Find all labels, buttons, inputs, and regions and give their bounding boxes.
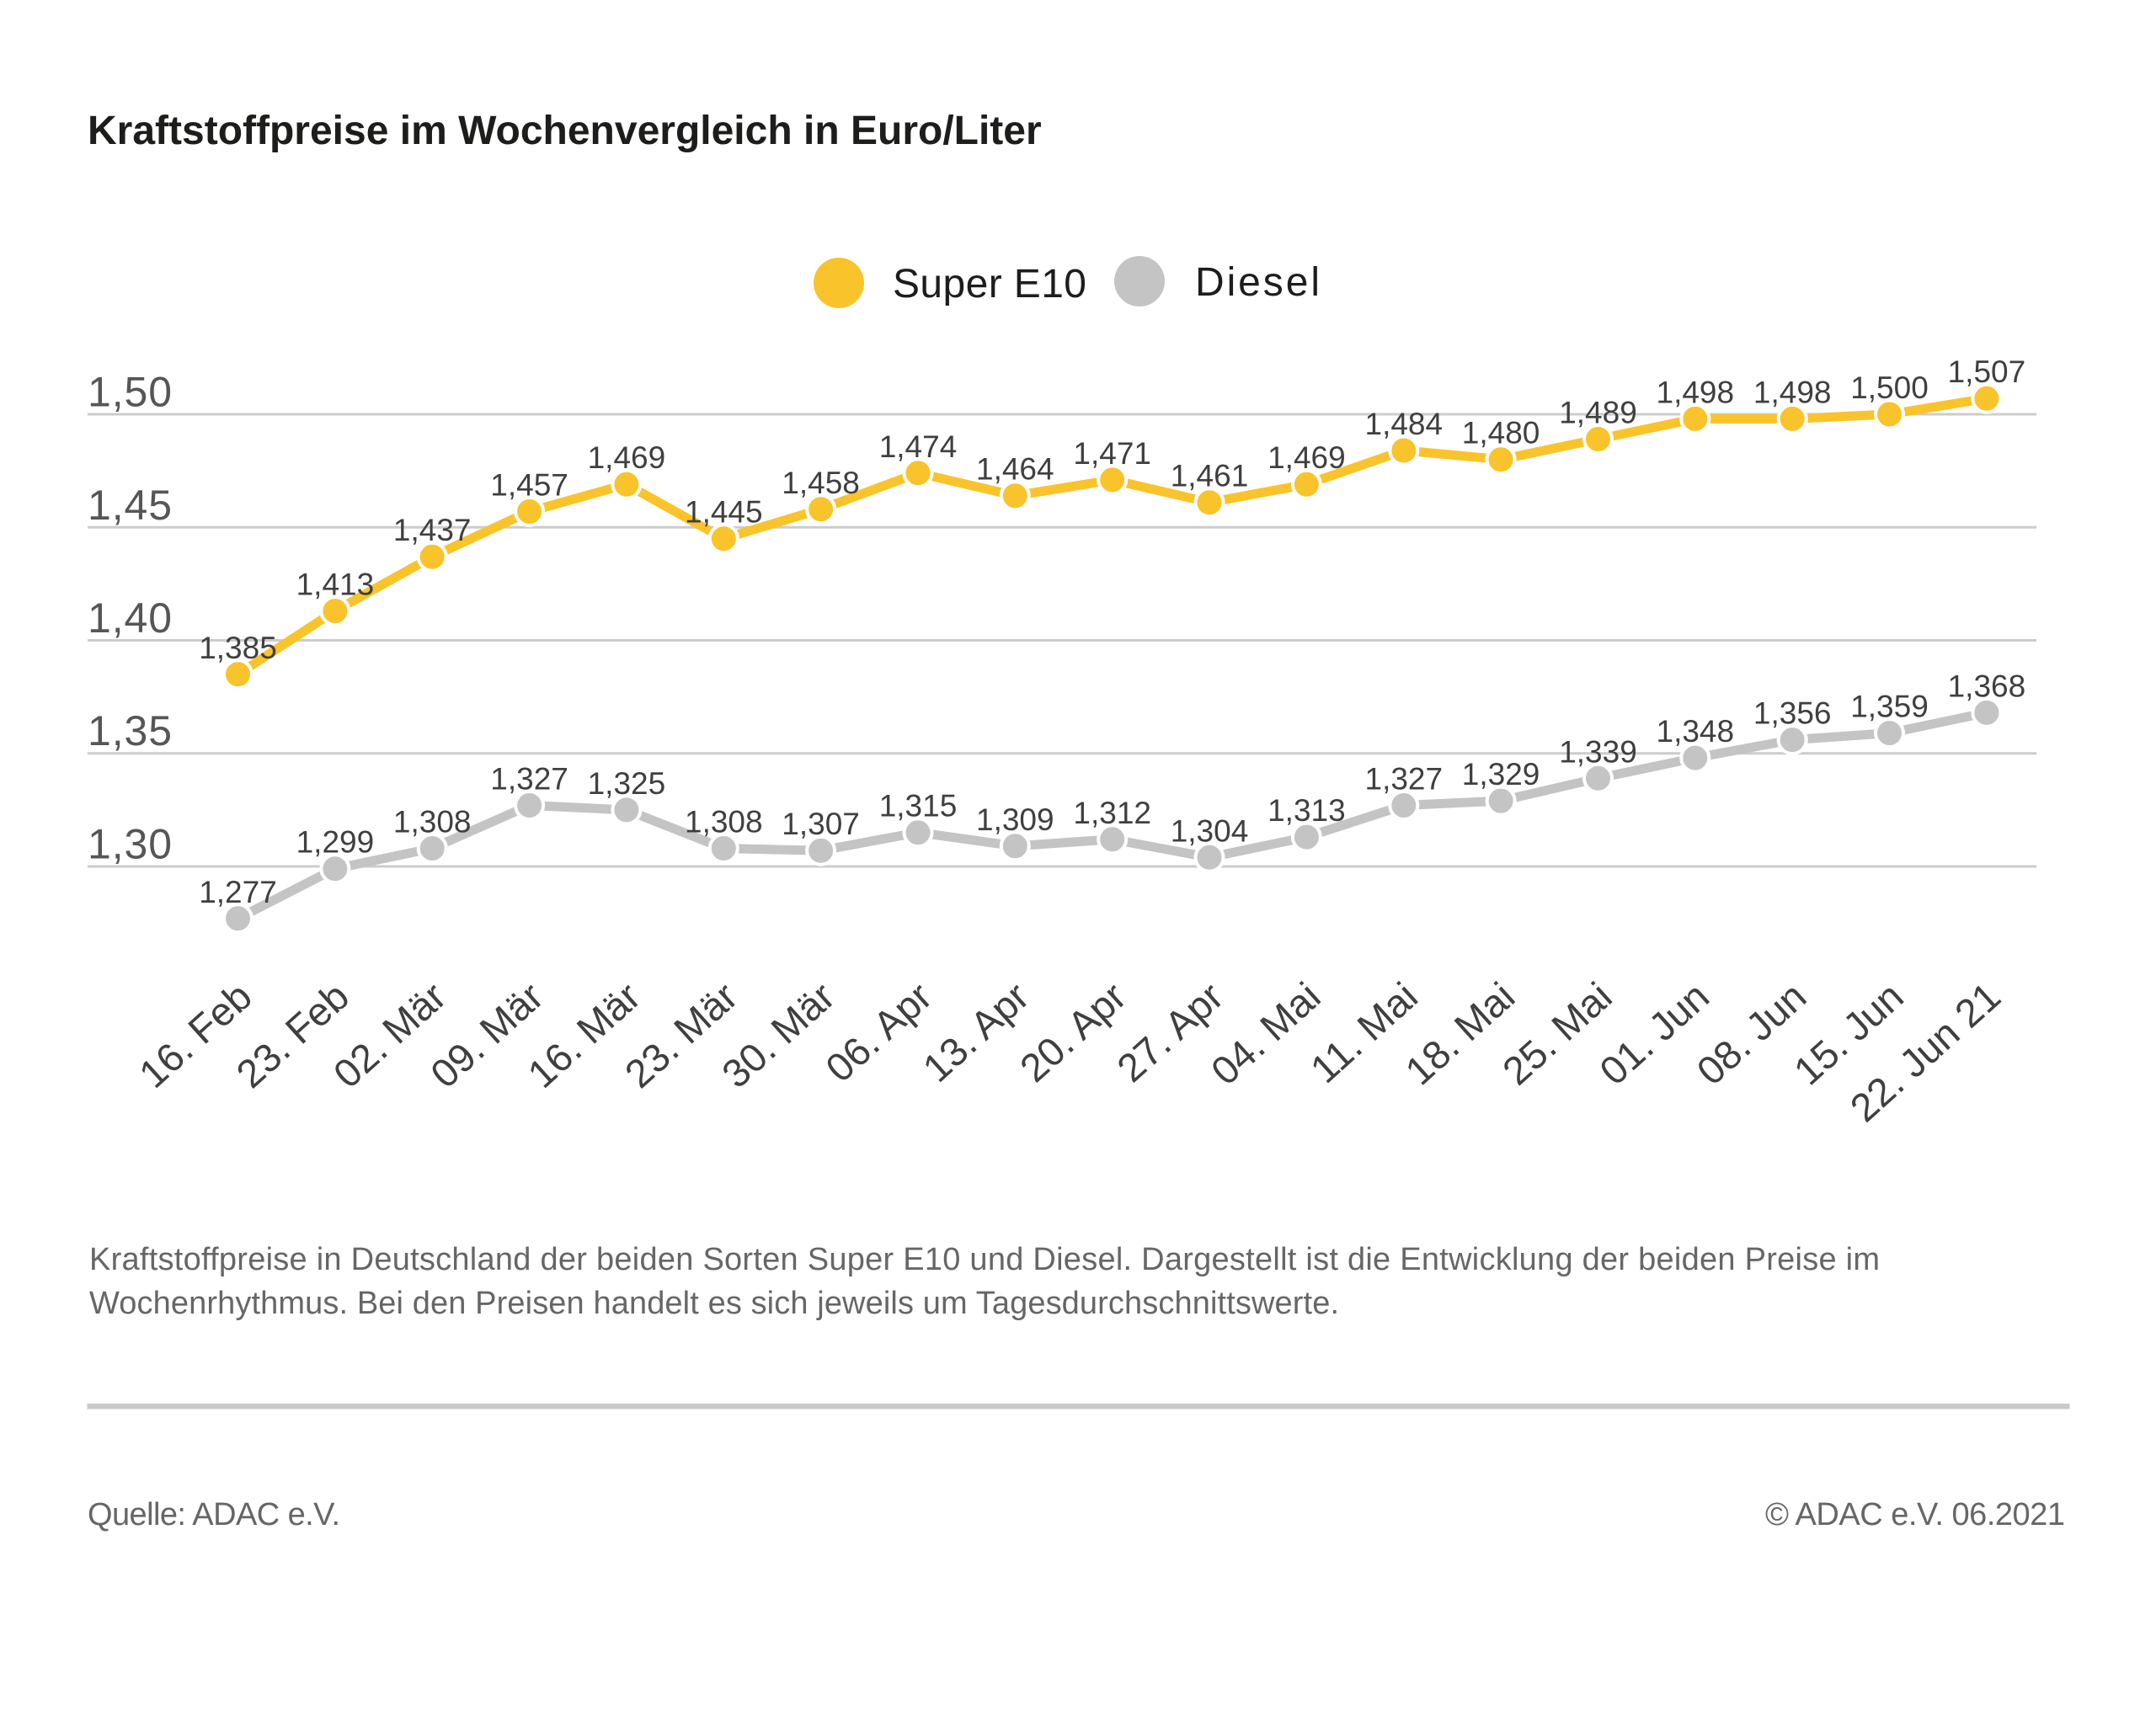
- svg-text:1,469: 1,469: [588, 440, 666, 475]
- svg-text:1,45: 1,45: [88, 482, 172, 529]
- svg-text:1,313: 1,313: [1267, 793, 1346, 828]
- svg-text:1,498: 1,498: [1657, 375, 1735, 409]
- svg-text:08. Jun: 08. Jun: [1688, 973, 1814, 1094]
- svg-text:1,469: 1,469: [1267, 440, 1346, 475]
- svg-text:1,40: 1,40: [88, 594, 172, 642]
- svg-text:1,500: 1,500: [1850, 370, 1929, 405]
- svg-text:1,329: 1,329: [1462, 757, 1540, 791]
- svg-text:1,348: 1,348: [1657, 714, 1735, 749]
- svg-text:1,308: 1,308: [393, 805, 472, 839]
- svg-text:11. Mai: 11. Mai: [1302, 973, 1426, 1091]
- svg-text:25. Mai: 25. Mai: [1494, 973, 1620, 1094]
- svg-text:1,307: 1,307: [782, 807, 860, 841]
- svg-text:Kraftstoffpreise im Wochenverg: Kraftstoffpreise im Wochenvergleich in E…: [88, 109, 1042, 153]
- svg-text:1,484: 1,484: [1365, 407, 1444, 441]
- svg-text:Super E10: Super E10: [893, 262, 1086, 306]
- svg-text:1,368: 1,368: [1948, 669, 2026, 703]
- svg-text:1,385: 1,385: [199, 631, 277, 665]
- svg-text:04. Mai: 04. Mai: [1203, 973, 1329, 1094]
- svg-text:1,464: 1,464: [976, 452, 1054, 487]
- svg-text:1,437: 1,437: [393, 513, 472, 547]
- svg-text:1,356: 1,356: [1753, 696, 1832, 731]
- svg-text:30. Mär: 30. Mär: [713, 973, 843, 1096]
- svg-text:Quelle: ADAC e.V.: Quelle: ADAC e.V.: [88, 1497, 340, 1532]
- svg-text:13. Apr: 13. Apr: [914, 973, 1037, 1090]
- svg-text:1,327: 1,327: [490, 762, 568, 797]
- svg-text:1,309: 1,309: [976, 802, 1054, 837]
- svg-text:20. Apr: 20. Apr: [1011, 973, 1134, 1090]
- svg-text:1,474: 1,474: [879, 429, 958, 464]
- svg-text:1,312: 1,312: [1073, 796, 1151, 830]
- svg-text:1,299: 1,299: [296, 825, 375, 860]
- svg-text:1,489: 1,489: [1559, 396, 1637, 430]
- svg-text:Diesel: Diesel: [1195, 260, 1320, 305]
- svg-text:1,277: 1,277: [199, 875, 277, 909]
- svg-text:© ADAC e.V. 06.2021: © ADAC e.V. 06.2021: [1765, 1497, 2065, 1532]
- svg-text:18. Mai: 18. Mai: [1396, 973, 1523, 1094]
- svg-text:1,30: 1,30: [88, 821, 172, 868]
- svg-text:1,413: 1,413: [296, 568, 375, 602]
- svg-text:1,507: 1,507: [1948, 354, 2026, 389]
- svg-text:1,315: 1,315: [879, 789, 958, 823]
- svg-text:1,461: 1,461: [1171, 459, 1249, 493]
- svg-text:06. Apr: 06. Apr: [817, 973, 940, 1090]
- svg-text:1,498: 1,498: [1753, 375, 1832, 409]
- svg-text:1,327: 1,327: [1365, 762, 1444, 797]
- svg-text:1,445: 1,445: [685, 495, 763, 530]
- svg-text:1,471: 1,471: [1073, 436, 1151, 471]
- svg-text:1,457: 1,457: [490, 468, 568, 503]
- svg-text:01. Jun: 01. Jun: [1591, 973, 1717, 1094]
- svg-text:1,308: 1,308: [685, 805, 763, 839]
- svg-text:1,50: 1,50: [88, 369, 172, 416]
- svg-text:Kraftstoffpreise in Deutschlan: Kraftstoffpreise in Deutschland der beid…: [89, 1242, 1880, 1277]
- svg-text:Wochenrhythmus. Bei den Preise: Wochenrhythmus. Bei den Preisen handelt …: [89, 1286, 1339, 1321]
- svg-text:1,304: 1,304: [1171, 813, 1249, 848]
- svg-text:1,35: 1,35: [88, 707, 172, 754]
- svg-text:1,480: 1,480: [1462, 416, 1540, 450]
- svg-text:1,359: 1,359: [1850, 690, 1929, 724]
- svg-text:1,325: 1,325: [588, 766, 666, 801]
- svg-text:1,458: 1,458: [782, 466, 860, 500]
- svg-text:1,339: 1,339: [1559, 734, 1637, 769]
